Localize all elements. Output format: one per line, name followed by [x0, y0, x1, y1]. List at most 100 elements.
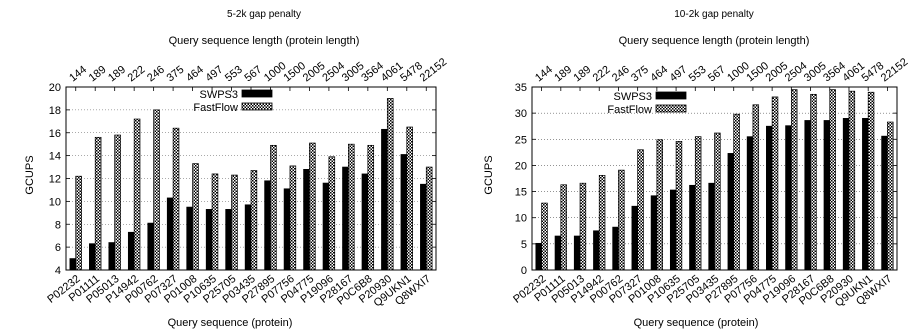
right-bar-swps3-p07756: [746, 136, 754, 271]
legend-left-label-fastflow: FastFlow: [193, 102, 238, 114]
right-bar-fastflow-p03435: [714, 132, 721, 271]
right-bar-swps3-p00762: [612, 226, 619, 271]
left-bar-swps3-p07756: [283, 188, 291, 271]
left-top-tick-label: 567: [242, 64, 264, 85]
chart-left-title: 5-2k gap penalty: [227, 9, 301, 20]
right-bar-swps3-p10635: [669, 189, 677, 271]
left-top-tick-label: 22152: [418, 56, 449, 84]
right-bar-fastflow-p02232: [541, 202, 548, 271]
legend-left-swatch-fastflow: [241, 102, 273, 111]
left-top-tick-label: 189: [106, 64, 128, 85]
right-bar-fastflow-p27895: [733, 113, 740, 271]
right-bar-fastflow-p10635: [675, 141, 683, 271]
right-top-tick-label: 567: [706, 64, 728, 85]
right-bar-fastflow-p0c6b8: [829, 89, 836, 271]
left-top-tick-label: 375: [165, 64, 187, 85]
left-ytick-label: 8: [55, 219, 61, 231]
chart-right-plot: 05101520253035P02232144P01111189P0501318…: [511, 56, 910, 309]
right-top-tick-label: 189: [571, 64, 593, 85]
right-bar-swps3-p01008: [650, 195, 658, 271]
left-top-tick-label: 553: [223, 64, 245, 85]
left-bar-fastflow-q8wxi7: [425, 166, 433, 271]
left-bar-swps3-p04775: [303, 169, 310, 271]
left-top-tick-label: 222: [126, 64, 148, 85]
right-bar-fastflow-p00762: [618, 169, 625, 271]
right-ytick-label: 20: [515, 160, 527, 172]
right-top-tick-label: 497: [668, 64, 690, 85]
left-bar-swps3-p01008: [186, 206, 193, 271]
left-bar-fastflow-p0c6b8: [367, 144, 375, 271]
left-bar-swps3-p05013: [108, 242, 116, 271]
left-bar-swps3-p07327: [166, 197, 174, 271]
left-bar-swps3-p19096: [322, 182, 330, 271]
left-ytick-label: 18: [49, 105, 61, 117]
right-bar-swps3-q8wxi7: [881, 135, 888, 271]
left-bar-fastflow-p01111: [94, 136, 102, 271]
right-ytick-label: 5: [521, 239, 527, 251]
right-top-tick-label: 246: [610, 64, 632, 85]
chart-right-title: 10-2k gap penalty: [674, 9, 754, 20]
right-bar-fastflow-p25705: [694, 136, 702, 271]
right-bar-swps3-p20930: [842, 118, 850, 271]
chart-left-legend: SWPS3 FastFlow: [193, 89, 273, 114]
left-plot-frame: [65, 86, 437, 271]
left-bar-fastflow-p07327: [172, 127, 180, 271]
right-bar-fastflow-p14942: [598, 175, 606, 271]
left-bar-fastflow-p20930: [386, 98, 394, 271]
left-ytick-label: 4: [55, 265, 61, 277]
chart-right-y-axis-label: GCUPS: [483, 155, 495, 194]
right-bar-fastflow-p01111: [560, 184, 567, 271]
right-bar-swps3-p04775: [766, 125, 773, 271]
right-bar-fastflow-p05013: [579, 182, 587, 271]
left-bar-swps3-p00762: [147, 222, 154, 271]
chart-right-top-axis-label: Query sequence length (protein length): [619, 35, 810, 47]
right-top-tick-label: 375: [629, 64, 651, 85]
right-bar-fastflow-p01008: [656, 139, 663, 271]
left-top-tick-label: 144: [67, 64, 89, 85]
right-ytick-label: 30: [515, 108, 527, 120]
right-bar-swps3-p14942: [593, 230, 600, 271]
right-bar-fastflow-p19096: [790, 89, 798, 271]
right-top-tick-label: 144: [533, 64, 555, 85]
chart-right: 10-2k gap penalty Query sequence length …: [483, 9, 910, 329]
right-bar-fastflow-p04775: [771, 96, 779, 271]
right-bar-fastflow-p07327: [637, 149, 644, 271]
left-bar-fastflow-p10635: [211, 173, 219, 271]
left-top-tick-label: 246: [145, 64, 167, 85]
legend-left-swatch-swps3: [241, 89, 273, 98]
right-bar-fastflow-q8wxi7: [887, 121, 894, 271]
left-ytick-label: 16: [49, 128, 61, 140]
chart-left: 5-2k gap penalty Query sequence length (…: [24, 9, 449, 329]
left-bar-fastflow-p25705: [231, 174, 238, 271]
left-bar-fastflow-p04775: [309, 142, 316, 271]
right-top-tick-label: 189: [552, 64, 574, 85]
right-bar-swps3-p28167: [804, 120, 811, 271]
left-ytick-label: 20: [49, 82, 61, 94]
right-bar-swps3-p05013: [573, 235, 581, 271]
left-ytick-label: 10: [49, 196, 61, 208]
left-bar-swps3-p10635: [205, 209, 213, 271]
right-ytick-label: 25: [515, 134, 527, 146]
chart-right-x-axis-label: Query sequence (protein): [634, 317, 759, 329]
left-bar-fastflow-p14942: [133, 118, 141, 271]
left-bar-fastflow-q9ukn1: [406, 126, 413, 271]
right-bar-swps3-p19096: [785, 125, 792, 271]
left-bar-swps3-p20930: [381, 128, 388, 271]
right-top-tick-label: 222: [591, 64, 613, 85]
left-bar-swps3-q9ukn1: [400, 154, 408, 271]
right-ytick-label: 15: [515, 187, 527, 199]
chart-right-legend: SWPS3 FastFlow: [607, 91, 687, 116]
left-bar-swps3-p0c6b8: [361, 173, 369, 271]
right-ytick-label: 10: [515, 213, 527, 225]
right-bar-swps3-p03435: [708, 182, 715, 271]
legend-right-label-swps3: SWPS3: [613, 91, 652, 103]
right-bar-swps3-p25705: [689, 184, 696, 271]
left-ytick-label: 12: [49, 174, 61, 186]
legend-right-label-fastflow: FastFlow: [607, 104, 652, 116]
right-bar-swps3-p07327: [631, 205, 639, 271]
right-bar-swps3-p02232: [535, 242, 542, 271]
chart-left-y-axis-label: GCUPS: [24, 155, 36, 194]
left-bar-swps3-q8wxi7: [420, 183, 427, 271]
right-top-tick-label: 22152: [879, 56, 910, 84]
left-bar-swps3-p14942: [127, 231, 135, 271]
